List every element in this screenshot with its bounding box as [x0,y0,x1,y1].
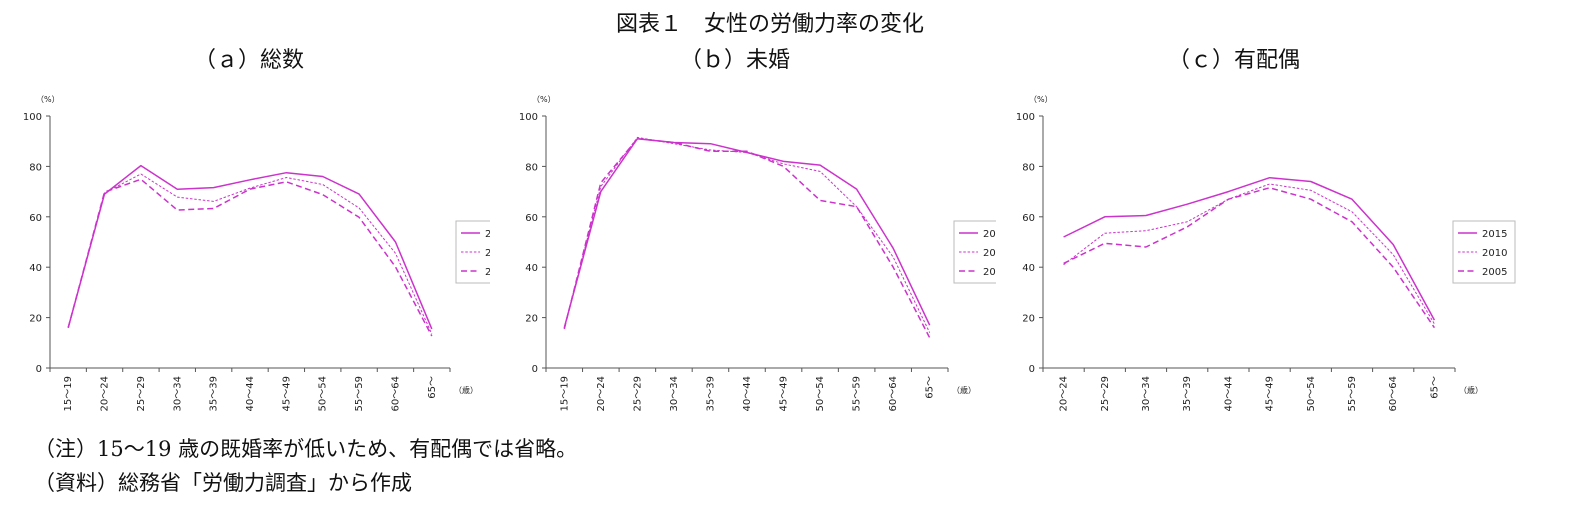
chart-unmarried: 0 20 40 60 80 100 （%） 15～19 20～24 25～29 30～34 35～39… [519,95,996,411]
y-tick-label: 80 [1022,162,1035,173]
legend-label-2015: 2015 [485,229,490,240]
y-tick-label: 100 [23,112,42,123]
x-tick-label: 65～ [925,376,936,399]
note-line-2: （資料）総務省「労働力調査」から作成 [34,471,412,495]
x-tick-label: 45～49 [1265,376,1276,411]
x-unit-label: （歳） [952,385,976,395]
x-tick-label: 60～64 [390,376,401,411]
series-line-2015 [67,164,433,330]
series-line-2005 [1063,187,1436,329]
chart-total: 0 20 40 60 80 100 （%） 15～19 20～24 25～29 30～34 35～39… [23,95,490,411]
series-line-2015 [563,137,931,328]
chart-married: 0 20 40 60 80 100 （%） 20～24 25～29 30～34 35～39 40～44… [1016,95,1516,411]
y-tick-label: 100 [1016,112,1035,123]
x-tick-label: 15～19 [63,376,74,411]
x-tick-label: 55～59 [852,376,863,411]
x-tick-label: 30～34 [1141,376,1152,411]
y-tick-label: 100 [519,112,538,123]
x-unit-label: （歳） [1459,385,1483,395]
legend-label-2005: 2005 [485,267,490,278]
x-tick-label: 40～44 [245,376,256,411]
series-line-2010 [1063,183,1435,325]
y-tick-label: 20 [29,314,42,325]
x-tick-label: 50～54 [815,376,826,411]
series-line-2005 [67,178,433,337]
y-tick-label: 40 [525,263,538,274]
x-tick-label: 60～64 [1388,376,1399,411]
y-tick-label: 0 [1029,364,1035,375]
x-tick-label: 40～44 [742,376,753,411]
legend-label-2010: 2010 [485,248,490,259]
x-tick-label: 45～49 [281,376,292,411]
series-line-2010 [67,173,433,335]
legend: 2015 2010 2005 [953,220,996,284]
y-tick-label: 80 [29,162,42,173]
legend-label-2005: 2005 [983,267,996,278]
x-tick-label: 30～34 [669,376,680,411]
x-tick-label: 35～39 [705,376,716,411]
y-unit-label: （%） [36,95,60,104]
x-tick-label: 35～39 [209,376,220,411]
x-tick-label: 25～29 [1100,376,1111,411]
x-tick-label: 15～19 [559,376,570,411]
legend-label-2015: 2015 [983,229,996,240]
series-line-2005 [563,137,931,339]
x-tick-label: 50～54 [1306,376,1317,411]
x-unit-label: （歳） [454,385,478,395]
x-tick-label: 25～29 [632,376,643,411]
x-tick-label: 20～24 [1059,376,1070,411]
y-tick-label: 0 [532,364,538,375]
y-tick-label: 80 [525,162,538,173]
x-tick-label: 20～24 [596,376,607,411]
legend-label-2010: 2010 [1482,248,1507,259]
legend: 2015 2010 2005 [455,220,490,284]
panel-title-married: （ｃ）有配偶 [1168,48,1301,73]
x-tick-label: 55～59 [1347,376,1358,411]
legend-label-2015: 2015 [1482,229,1507,240]
x-tick-label: 65～ [427,376,438,399]
series-line-2010 [563,136,931,333]
y-tick-label: 60 [525,213,538,224]
x-tick-label: 25～29 [136,376,147,411]
note-line-1: （注）15～19 歳の既婚率が低いため、有配偶では省略。 [34,437,578,461]
y-tick-label: 60 [1022,213,1035,224]
panel-title-unmarried: （ｂ）未婚 [680,48,791,73]
y-tick-label: 20 [525,314,538,325]
legend-label-2005: 2005 [1482,267,1507,278]
x-tick-label: 35～39 [1182,376,1193,411]
x-tick-label: 55～59 [354,376,365,411]
legend-label-2010: 2010 [983,248,996,259]
y-tick-label: 40 [1022,263,1035,274]
x-tick-label: 45～49 [779,376,790,411]
legend: 2015 2010 2005 [1452,220,1516,284]
y-tick-label: 60 [29,213,42,224]
x-tick-label: 60～64 [888,376,899,411]
y-unit-label: （%） [1029,95,1053,104]
x-tick-label: 40～44 [1223,376,1234,411]
y-tick-label: 40 [29,263,42,274]
x-tick-label: 50～54 [318,376,329,411]
panel-title-total: （ａ）総数 [194,48,305,73]
y-tick-label: 0 [36,364,42,375]
y-unit-label: （%） [532,95,556,104]
x-tick-label: 65～ [1429,376,1440,399]
x-tick-label: 20～24 [100,376,111,411]
y-tick-label: 20 [1022,314,1035,325]
figure-title: 図表１ 女性の労働力率の変化 [615,12,924,37]
series-line-2015 [1063,176,1436,321]
x-tick-label: 30～34 [172,376,183,411]
